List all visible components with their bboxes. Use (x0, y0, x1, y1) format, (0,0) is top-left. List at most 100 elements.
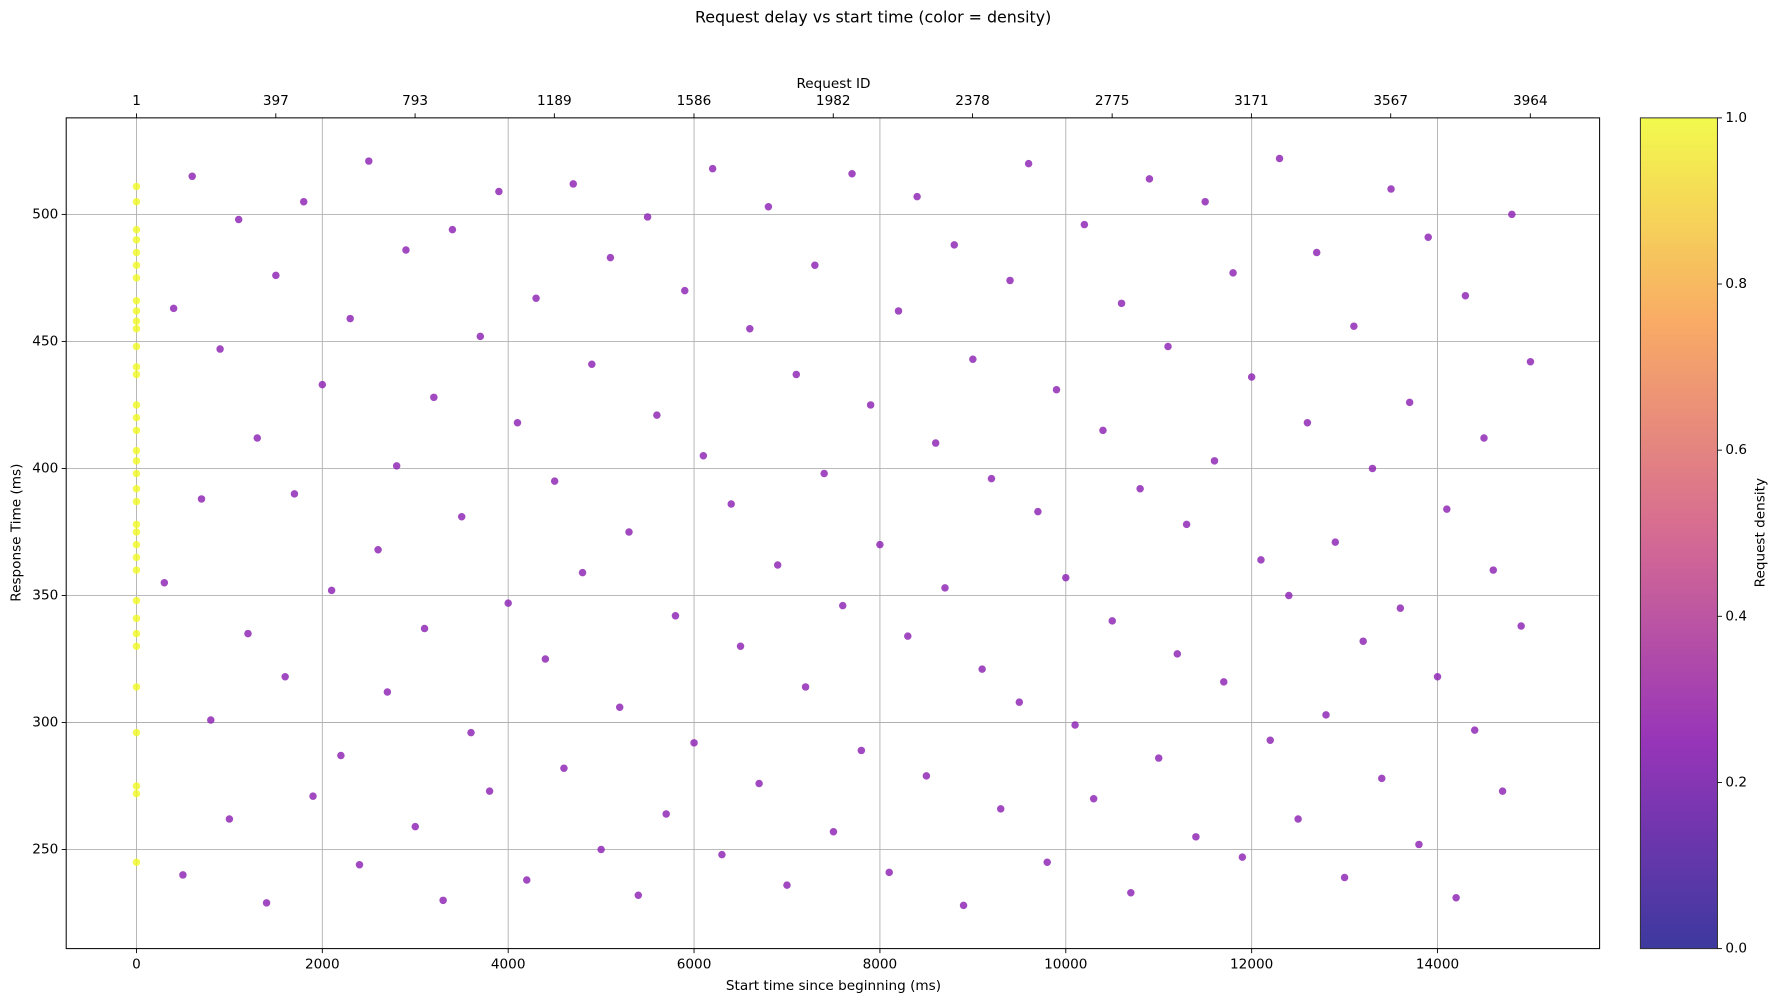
point (1526, 358, 1535, 366)
point (132, 728, 141, 737)
point (1173, 650, 1182, 658)
colorbar-tick-label: 1.0 (1725, 110, 1747, 126)
point (1433, 673, 1442, 681)
point (829, 827, 838, 836)
x-tick-label: 0 (132, 956, 141, 972)
point (430, 393, 438, 402)
y-axis-label: Response Time (ms) (8, 464, 24, 602)
point (1489, 566, 1498, 574)
point (1480, 434, 1488, 442)
point (132, 182, 141, 191)
point (1164, 342, 1172, 351)
point (643, 213, 652, 221)
point (969, 355, 977, 363)
point (1368, 464, 1377, 473)
point (1331, 538, 1340, 546)
point (262, 899, 271, 907)
point (327, 586, 336, 595)
point (132, 858, 141, 866)
y-tick-label: 400 (32, 460, 58, 476)
x-axis-label: Start time since beginning (ms) (726, 978, 941, 994)
x-tick-label: 10000 (1044, 956, 1087, 972)
point (662, 810, 670, 818)
colorbar-tick-label: 0.2 (1725, 774, 1747, 790)
point (132, 225, 141, 234)
point (457, 512, 466, 521)
x2-tick-label: 1982 (816, 93, 851, 109)
point (1470, 726, 1479, 734)
point (904, 632, 912, 640)
point (374, 546, 382, 554)
point (866, 401, 875, 409)
point (746, 324, 754, 333)
point (1192, 833, 1200, 841)
point (132, 413, 141, 422)
point (1080, 220, 1089, 229)
colorbar-tick-label: 0.4 (1725, 608, 1747, 624)
chart-title: Request delay vs start time (color = den… (695, 8, 1051, 27)
point (132, 497, 141, 506)
point (987, 474, 996, 483)
point (207, 716, 215, 724)
point (132, 642, 141, 651)
point (1099, 426, 1107, 435)
point (615, 703, 624, 711)
point (132, 324, 141, 333)
point (876, 540, 884, 549)
y-tick-label: 450 (32, 333, 58, 349)
point (234, 215, 243, 224)
point (1452, 894, 1460, 902)
point (132, 401, 141, 409)
point (132, 261, 141, 269)
point (169, 304, 178, 313)
colorbar-tick-label: 0.8 (1725, 276, 1747, 292)
point (941, 584, 949, 592)
point (1043, 858, 1051, 866)
point (299, 197, 308, 206)
point (550, 477, 559, 485)
point (690, 739, 698, 747)
point (1210, 457, 1219, 465)
point (606, 253, 615, 262)
point (467, 728, 475, 737)
point (1052, 385, 1061, 394)
point (1220, 678, 1228, 686)
point (560, 764, 568, 772)
point (272, 271, 280, 280)
point (337, 751, 345, 760)
point (197, 495, 206, 503)
point (764, 203, 773, 211)
point (783, 881, 791, 889)
point (346, 314, 354, 323)
point (132, 614, 141, 623)
x2-tick-label: 1189 (537, 93, 572, 109)
point (1359, 637, 1367, 645)
point (811, 261, 819, 269)
point (1117, 299, 1126, 308)
point (773, 561, 782, 569)
point (848, 170, 856, 178)
point (495, 187, 503, 196)
colorbar (1639, 117, 1718, 950)
point (950, 241, 959, 249)
point (132, 342, 141, 351)
point (1238, 853, 1247, 861)
point (653, 411, 661, 419)
point (179, 871, 187, 879)
point (132, 629, 141, 638)
point (708, 164, 717, 173)
point (578, 568, 587, 577)
point (523, 876, 531, 884)
point (913, 192, 921, 201)
point (1006, 276, 1014, 285)
point (699, 452, 708, 460)
point (1498, 787, 1507, 795)
point (1145, 175, 1154, 183)
point (1257, 556, 1265, 564)
point (978, 665, 986, 673)
point (931, 439, 940, 447)
point (132, 363, 141, 371)
point (216, 345, 224, 353)
point (1285, 591, 1293, 600)
